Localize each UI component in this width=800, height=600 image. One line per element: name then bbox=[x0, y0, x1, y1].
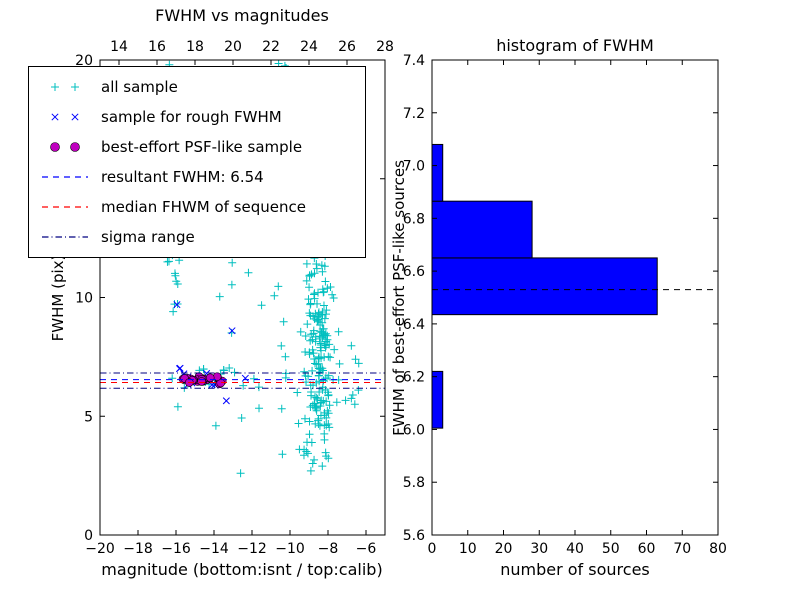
svg-text:0: 0 bbox=[84, 528, 93, 544]
svg-text:50: 50 bbox=[602, 541, 620, 557]
legend-entry-3: resultant FWHM: 6.54 bbox=[29, 162, 365, 192]
svg-text:22: 22 bbox=[262, 39, 280, 55]
right-plot-xticks-top bbox=[431, 60, 719, 65]
legend-label: best-effort PSF-like sample bbox=[101, 138, 303, 156]
svg-text:10: 10 bbox=[75, 291, 93, 307]
left-plot-title: FWHM vs magnitudes bbox=[155, 6, 329, 25]
svg-text:16: 16 bbox=[148, 39, 166, 55]
left-plot-xlabel: magnitude (bottom:isnt / top:calib) bbox=[101, 560, 383, 579]
svg-text:5.6: 5.6 bbox=[403, 528, 425, 544]
svg-text:−16: −16 bbox=[161, 541, 191, 557]
left-plot-xticks-bottom: −20 −18 −16 −14 −12 −10 −8 −6 bbox=[85, 530, 376, 557]
svg-text:6.0: 6.0 bbox=[403, 422, 425, 438]
svg-text:−10: −10 bbox=[275, 541, 305, 557]
histogram-bar bbox=[431, 370, 444, 429]
svg-text:7.4: 7.4 bbox=[403, 53, 425, 69]
svg-text:6.8: 6.8 bbox=[403, 211, 425, 227]
svg-text:6.2: 6.2 bbox=[403, 370, 425, 386]
legend-label: sigma range bbox=[101, 228, 195, 246]
svg-text:−12: −12 bbox=[237, 541, 267, 557]
legend-circle-sample-icon bbox=[50, 142, 80, 152]
svg-text:30: 30 bbox=[530, 541, 548, 557]
legend-plus-sample-icon bbox=[51, 83, 79, 91]
svg-text:26: 26 bbox=[338, 39, 356, 55]
legend-dashdot-sample-icon bbox=[42, 236, 88, 238]
histogram-bar bbox=[431, 143, 444, 202]
legend-x-sample-icon bbox=[51, 113, 79, 121]
legend-label: all sample bbox=[101, 78, 178, 96]
svg-text:6.4: 6.4 bbox=[403, 317, 425, 333]
svg-text:24: 24 bbox=[300, 39, 318, 55]
legend-entry-5: sigma range bbox=[29, 222, 365, 252]
histogram-bars bbox=[431, 143, 658, 429]
svg-text:−14: −14 bbox=[199, 541, 229, 557]
left-plot-xticks-top: 14 16 18 20 22 24 26 28 bbox=[110, 39, 394, 65]
svg-text:−8: −8 bbox=[318, 541, 339, 557]
legend-dashed-sample-icon bbox=[42, 176, 88, 178]
right-plot-xlabel: number of sources bbox=[500, 560, 650, 579]
legend-entry-2: best-effort PSF-like sample bbox=[29, 132, 365, 162]
legend-dashed-sample-icon bbox=[42, 206, 88, 208]
legend-box: all sample sample for rough FWHM best-effo… bbox=[28, 66, 366, 258]
svg-text:5.8: 5.8 bbox=[403, 475, 425, 491]
series-circle bbox=[178, 372, 227, 389]
svg-text:0: 0 bbox=[428, 541, 437, 557]
legend-label: resultant FWHM: 6.54 bbox=[101, 168, 264, 186]
histogram-bar bbox=[431, 200, 533, 259]
svg-text:80: 80 bbox=[709, 541, 727, 557]
svg-text:5: 5 bbox=[84, 409, 93, 425]
right-plot-xticks-bottom: 0 10 20 30 40 50 60 70 80 bbox=[428, 530, 727, 557]
legend-entry-4: median FHWM of sequence bbox=[29, 192, 365, 222]
svg-text:18: 18 bbox=[186, 39, 204, 55]
svg-text:20: 20 bbox=[495, 541, 513, 557]
legend-entry-0: all sample bbox=[29, 72, 365, 102]
svg-text:6.6: 6.6 bbox=[403, 264, 425, 280]
legend-label: median FHWM of sequence bbox=[101, 198, 306, 216]
svg-text:−18: −18 bbox=[123, 541, 153, 557]
svg-text:28: 28 bbox=[376, 39, 394, 55]
svg-text:70: 70 bbox=[673, 541, 691, 557]
legend-label: sample for rough FWHM bbox=[101, 108, 282, 126]
histogram-bar bbox=[431, 257, 658, 316]
svg-text:−20: −20 bbox=[85, 541, 115, 557]
right-plot-yticks: 5.6 5.8 6.0 6.2 6.4 6.6 6.8 7.0 7.2 7.4 bbox=[403, 53, 718, 544]
svg-text:7.2: 7.2 bbox=[403, 106, 425, 122]
svg-text:60: 60 bbox=[638, 541, 656, 557]
svg-text:20: 20 bbox=[75, 53, 93, 69]
svg-text:−6: −6 bbox=[356, 541, 377, 557]
right-plot-ylabel: FWHM of best-effort PSF-like sources bbox=[390, 160, 408, 436]
svg-text:14: 14 bbox=[110, 39, 128, 55]
svg-text:20: 20 bbox=[224, 39, 242, 55]
svg-text:10: 10 bbox=[459, 541, 477, 557]
svg-text:40: 40 bbox=[566, 541, 584, 557]
svg-text:7.0: 7.0 bbox=[403, 159, 425, 175]
legend-entry-1: sample for rough FWHM bbox=[29, 102, 365, 132]
right-plot-title: histogram of FWHM bbox=[496, 36, 654, 55]
